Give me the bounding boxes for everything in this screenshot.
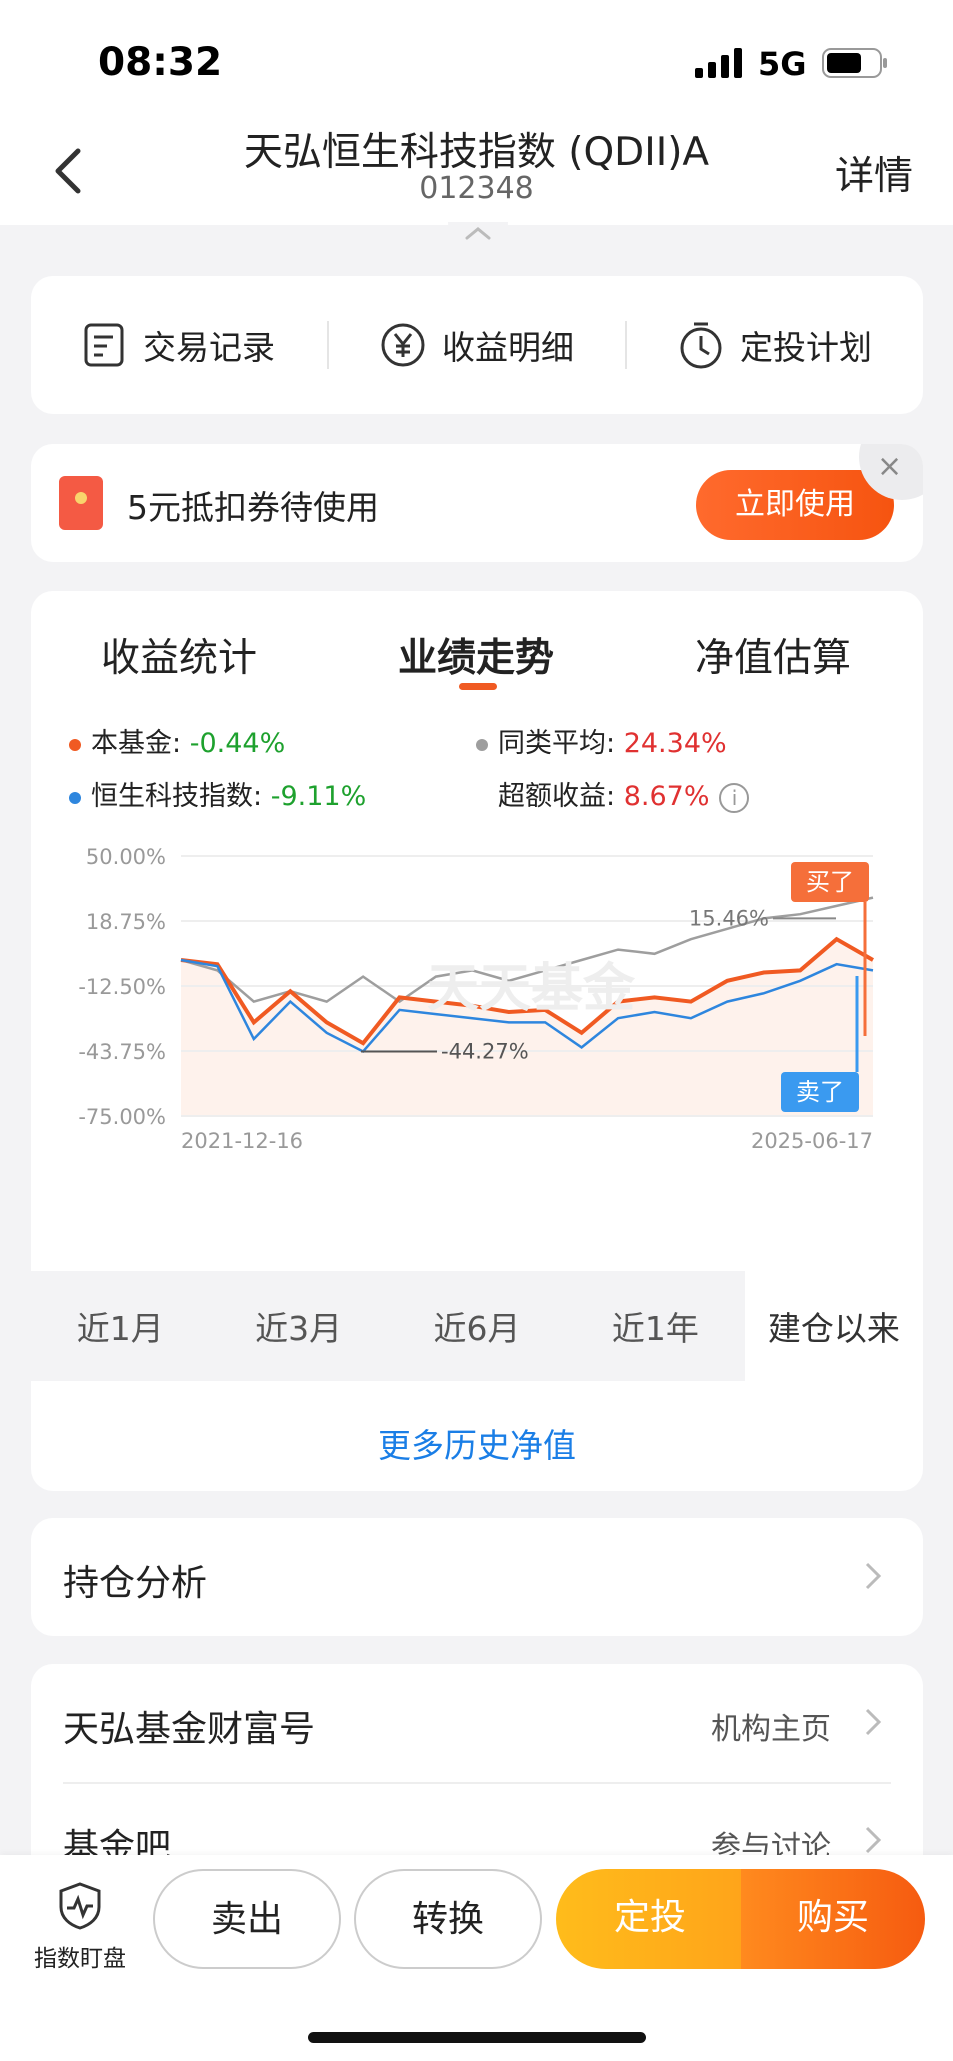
watermark: 天天基金: [427, 959, 636, 1019]
range-1m[interactable]: 近1月: [31, 1271, 210, 1381]
holdings-analysis-row[interactable]: 持仓分析: [31, 1518, 923, 1636]
divider: [327, 321, 329, 369]
cellular-signal-icon: [695, 48, 742, 78]
auto-invest-button[interactable]: 定投: [556, 1869, 744, 1969]
x-tick-end: 2025-06-17: [751, 1129, 873, 1153]
wealth-account-row[interactable]: 天弘基金财富号 机构主页: [31, 1664, 923, 1782]
use-coupon-button[interactable]: 立即使用: [696, 470, 894, 540]
battery-icon: [822, 48, 887, 78]
income-details-button[interactable]: 收益明细: [329, 321, 625, 369]
min-label: -44.27%: [441, 1040, 529, 1064]
time-range-selector: 近1月 近3月 近6月 近1年 建仓以来: [31, 1271, 924, 1381]
quick-actions-card: 交易记录 收益明细 定投计划: [31, 276, 923, 414]
chevron-right-icon: [865, 1826, 882, 1854]
status-bar: 08:32 5G: [0, 0, 953, 115]
holdings-label: 持仓分析: [63, 1563, 208, 1604]
document-list-icon: [84, 323, 124, 367]
index-watch-button[interactable]: 指数盯盘: [30, 1881, 130, 1973]
shield-pulse-icon: [59, 1882, 101, 1930]
chevron-right-icon: [865, 1708, 882, 1736]
income-details-label: 收益明细: [442, 328, 574, 367]
legend-fund-value: -0.44%: [189, 728, 286, 759]
wealth-account-label: 天弘基金财富号: [63, 1709, 316, 1750]
legend-peer-value: 24.34%: [623, 728, 727, 759]
red-envelope-icon: [59, 476, 103, 530]
performance-tabs: 收益统计 业绩走势 净值估算: [31, 627, 923, 697]
info-icon[interactable]: i: [719, 782, 750, 813]
range-6m[interactable]: 近6月: [387, 1271, 567, 1381]
back-arrow-icon[interactable]: [48, 145, 88, 197]
legend-excess-value: 8.67%: [623, 781, 710, 812]
tab-performance-trend[interactable]: 业绩走势: [398, 636, 555, 681]
more-history-link[interactable]: 更多历史净值: [378, 1426, 576, 1465]
performance-chart[interactable]: 50.00% 18.75% -12.50% -43.75% -75.00% 2021-12…: [31, 836, 923, 1156]
range-3m[interactable]: 近3月: [209, 1271, 388, 1381]
active-tab-indicator: [459, 683, 497, 690]
y-tick-label: 18.75%: [86, 910, 166, 934]
buy-flag: [791, 862, 869, 902]
collapse-tab[interactable]: [448, 222, 508, 246]
performance-card: 收益统计 业绩走势 净值估算 本基金: -0.44% 同类平均: 24.34% …: [31, 591, 924, 1491]
coupon-text: 5元抵扣券待使用: [127, 488, 379, 527]
y-tick-label: -12.50%: [78, 975, 166, 999]
legend-excess: 超额收益: 8.67% i: [498, 774, 750, 813]
max-label: 15.46%: [689, 906, 769, 930]
index-watch-label: 指数盯盘: [34, 1946, 126, 1972]
fund-line: [180, 936, 874, 1046]
index-line: [180, 958, 874, 1054]
legend-index: 恒生科技指数: -9.11%: [69, 774, 366, 813]
y-tick-label: -75.00%: [78, 1105, 166, 1129]
trade-records-button[interactable]: 交易记录: [31, 321, 327, 369]
legend-dot-index: [69, 791, 81, 804]
fund-code: 012348: [419, 171, 534, 206]
sell-flag-label: 卖了: [796, 1078, 844, 1106]
detail-link[interactable]: 详情: [834, 154, 913, 199]
sell-button[interactable]: 卖出: [153, 1869, 341, 1969]
fund-area: [181, 939, 873, 1116]
chevron-right-icon: [865, 1562, 882, 1590]
bottom-action-bar: 指数盯盘 卖出 转换 定投 购买: [0, 1855, 953, 2061]
buy-button[interactable]: 购买: [741, 1869, 925, 1969]
home-indicator: [308, 2032, 646, 2043]
divider: [63, 1782, 891, 1784]
peer-average-line: [180, 896, 874, 1004]
timer-icon: [680, 322, 722, 369]
range-since-inception[interactable]: 建仓以来: [744, 1271, 924, 1381]
legend-dot-fund: [69, 738, 81, 751]
divider: [625, 321, 627, 369]
auto-invest-plan-button[interactable]: 定投计划: [627, 321, 923, 369]
legend-excess-label: 超额收益:: [498, 781, 616, 812]
range-1y[interactable]: 近1年: [566, 1271, 745, 1381]
tab-nav-estimate[interactable]: 净值估算: [695, 636, 852, 681]
chevron-up-icon: [465, 227, 491, 240]
convert-button[interactable]: 转换: [354, 1869, 542, 1969]
x-tick-start: 2021-12-16: [181, 1129, 303, 1153]
institution-homepage-link[interactable]: 机构主页: [711, 1712, 831, 1747]
buy-flag-label: 买了: [806, 868, 854, 896]
y-tick-label: -43.75%: [78, 1040, 166, 1064]
tab-income-stats[interactable]: 收益统计: [101, 636, 258, 681]
legend-dot-peer: [476, 738, 488, 751]
fund-title: 天弘恒生科技指数 (QDII)A: [243, 130, 710, 175]
auto-invest-plan-label: 定投计划: [740, 328, 872, 367]
yen-circle-icon: [381, 323, 425, 367]
legend-fund: 本基金: -0.44%: [69, 721, 285, 760]
legend-peer-label: 同类平均:: [498, 728, 616, 759]
legend-index-value: -9.11%: [270, 781, 367, 812]
legend-fund-label: 本基金:: [91, 728, 182, 759]
legend-peer: 同类平均: 24.34%: [476, 721, 727, 760]
close-icon: ×: [877, 449, 903, 484]
coupon-banner: 5元抵扣券待使用 立即使用 ×: [31, 444, 923, 562]
network-type: 5G: [758, 45, 807, 83]
nav-bar: 天弘恒生科技指数 (QDII)A 012348 详情: [0, 115, 953, 225]
clock: 08:32: [98, 40, 223, 85]
legend-index-label: 恒生科技指数:: [91, 781, 263, 812]
y-tick-label: 50.00%: [86, 845, 166, 869]
sell-flag: [781, 1072, 859, 1112]
trade-records-label: 交易记录: [143, 328, 275, 367]
